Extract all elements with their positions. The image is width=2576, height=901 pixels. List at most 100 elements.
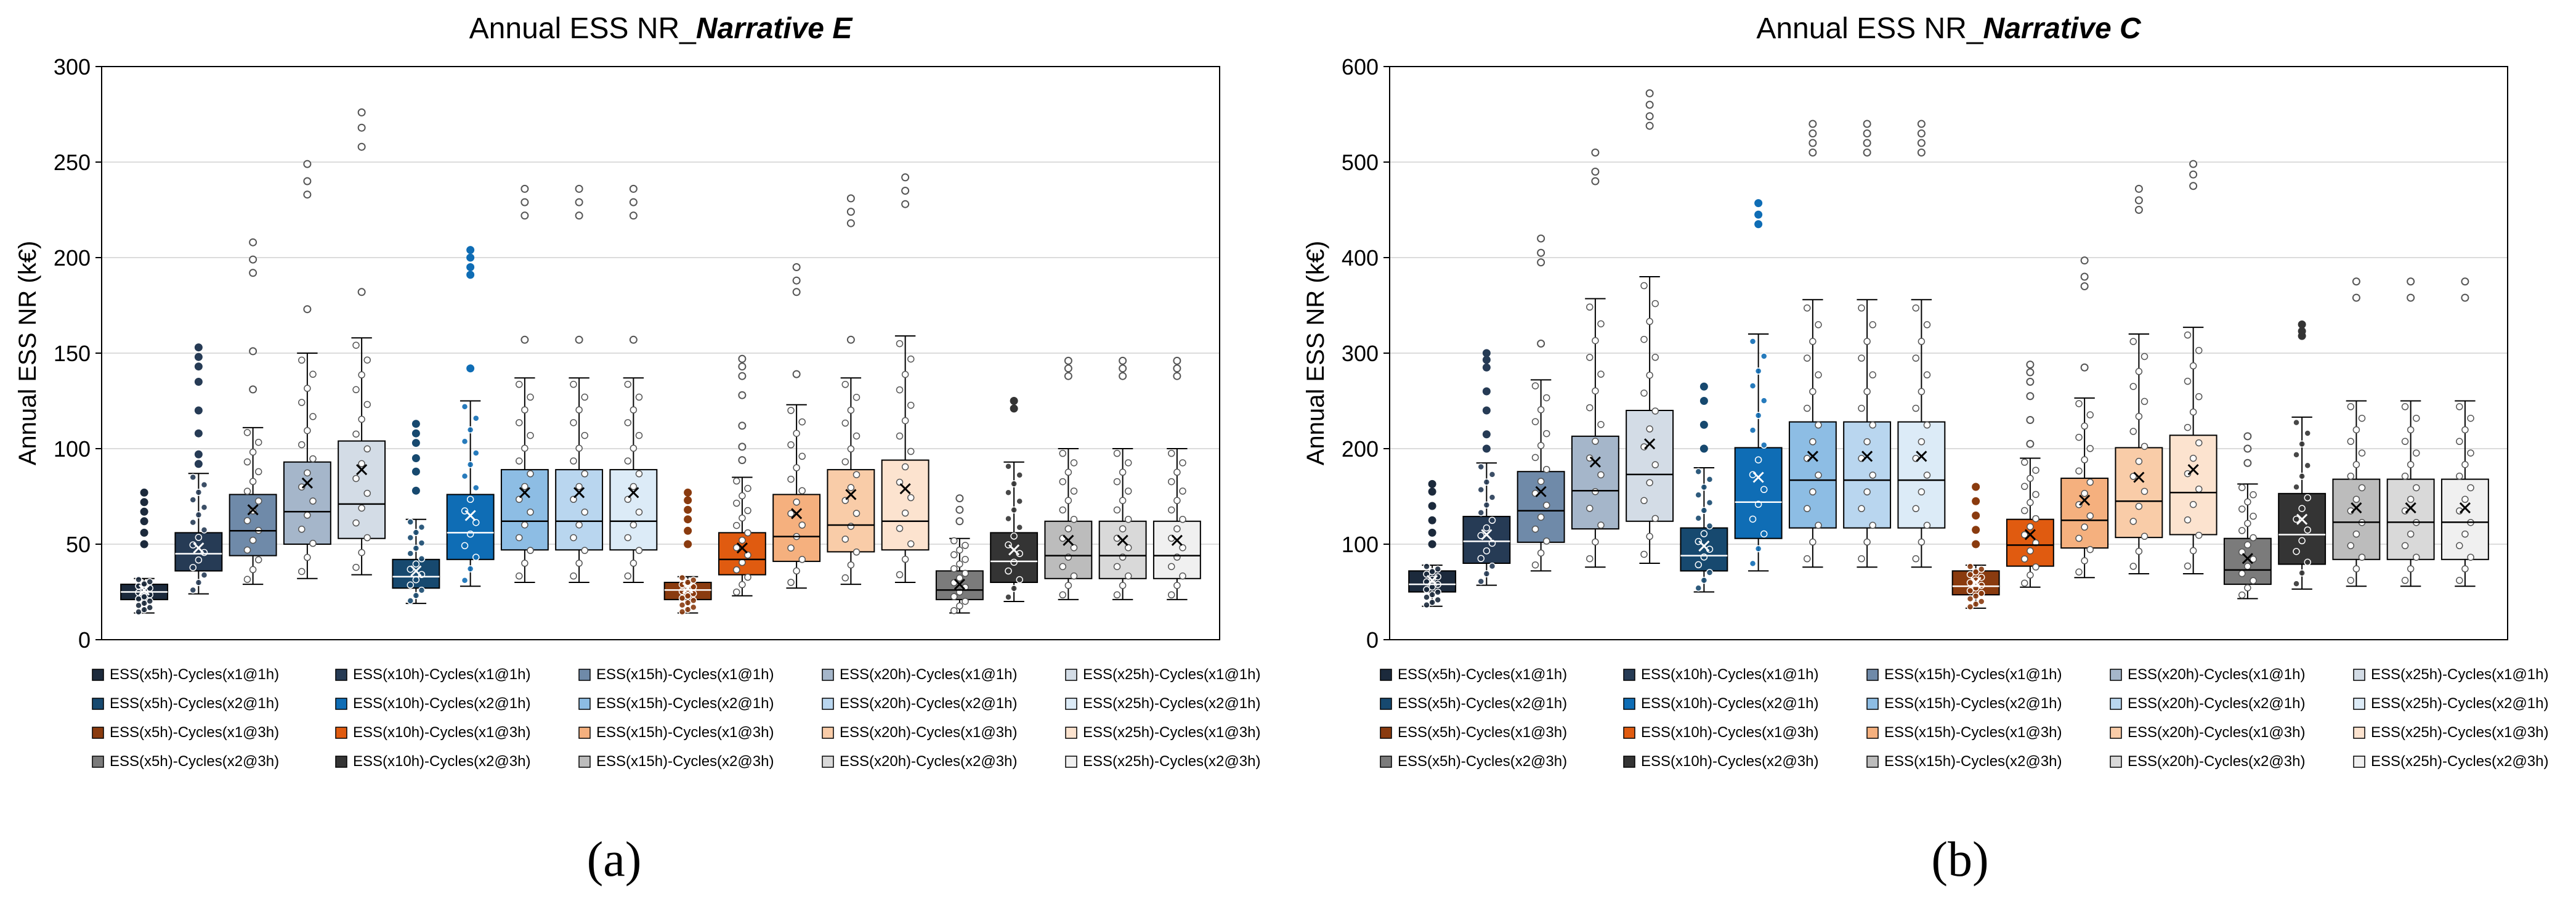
legend-swatch — [1065, 727, 1077, 739]
outlier-point — [411, 454, 420, 462]
data-point — [1059, 563, 1067, 571]
data-point — [1488, 562, 1496, 570]
data-point — [521, 406, 529, 414]
data-point — [2238, 505, 2246, 513]
data-point — [309, 497, 317, 505]
box-5 — [338, 108, 386, 576]
data-point — [1423, 585, 1430, 593]
data-point — [2189, 454, 2197, 462]
outlier-point — [2461, 293, 2469, 302]
data-point — [2081, 557, 2088, 565]
data-point — [2250, 555, 2257, 563]
box-body — [1788, 421, 1837, 529]
data-point — [1760, 353, 1768, 360]
data-point — [575, 521, 583, 529]
data-point — [1477, 509, 1485, 516]
data-point — [896, 386, 904, 394]
outlier-point — [2134, 196, 2143, 205]
outlier-point — [1917, 120, 1926, 128]
data-point — [733, 544, 740, 552]
data-point — [249, 536, 257, 544]
data-point — [624, 457, 632, 465]
legend-entry: ESS(x15h)-Cycles(x2@3h) — [578, 753, 774, 770]
outlier-point — [411, 467, 420, 476]
data-point — [1804, 505, 1811, 513]
outlier-point — [520, 211, 529, 220]
data-point — [630, 444, 638, 452]
legend-entry: ESS(x10h)-Cycles(x2@1h) — [1623, 695, 1818, 712]
data-point — [2412, 484, 2420, 492]
data-point — [1483, 501, 1491, 509]
box-body — [1462, 516, 1511, 564]
legend-swatch — [335, 669, 347, 681]
outlier-point — [2134, 184, 2143, 193]
chart-title-prefix: Annual ESS NR_ — [469, 12, 697, 45]
box-body — [2169, 434, 2218, 536]
data-point — [527, 470, 534, 478]
data-point — [1168, 563, 1175, 571]
outlier-point — [1428, 540, 1436, 548]
outlier-point — [792, 276, 801, 285]
data-point — [962, 597, 969, 605]
outlier-point — [1699, 382, 1708, 391]
outlier-point — [955, 494, 964, 503]
data-point — [1113, 449, 1121, 457]
data-point — [1966, 603, 1974, 611]
data-point — [1488, 494, 1496, 501]
data-point — [461, 438, 469, 446]
data-point — [853, 510, 861, 517]
data-point — [841, 574, 849, 582]
data-point — [2021, 507, 2028, 515]
outlier-point — [1591, 177, 1600, 186]
data-point — [2021, 483, 2028, 491]
data-point — [2021, 531, 2028, 539]
legend-entry: ESS(x20h)-Cycles(x1@3h) — [2110, 724, 2305, 741]
data-point — [2135, 502, 2143, 510]
data-point — [1059, 506, 1067, 514]
data-point — [189, 496, 197, 504]
data-point — [2129, 338, 2137, 345]
outlier-point — [575, 184, 583, 193]
outlier-point — [901, 187, 910, 195]
data-point — [1912, 404, 1920, 412]
data-point — [2129, 473, 2137, 480]
outlier-point — [2026, 368, 2035, 377]
data-point — [1858, 304, 1865, 312]
legend-entry: ESS(x20h)-Cycles(x1@3h) — [822, 724, 1017, 741]
outlier-point — [846, 194, 855, 203]
data-point — [624, 534, 632, 542]
data-point — [630, 521, 638, 529]
data-point — [2189, 362, 2197, 370]
legend-entry: ESS(x20h)-Cycles(x2@1h) — [822, 695, 1017, 712]
outlier-point — [629, 198, 638, 206]
box-19 — [2386, 277, 2435, 587]
data-point — [635, 470, 643, 478]
data-point — [1700, 530, 1708, 537]
data-point — [1651, 354, 1659, 361]
data-point — [1754, 367, 1762, 375]
data-point — [1070, 487, 1078, 495]
outlier-point — [249, 385, 257, 394]
data-point — [1113, 563, 1121, 571]
data-point — [1869, 421, 1876, 429]
data-point — [472, 519, 480, 526]
legend-swatch — [1380, 756, 1392, 768]
outlier-point — [2407, 277, 2415, 286]
data-point — [1760, 530, 1768, 538]
mean-marker — [845, 489, 857, 500]
box-18 — [1044, 356, 1093, 600]
data-point — [1477, 577, 1485, 585]
data-point — [901, 509, 909, 517]
outlier-point — [357, 123, 366, 132]
data-point — [1070, 516, 1078, 523]
box-body — [881, 459, 930, 551]
data-point — [1070, 544, 1078, 552]
data-point — [2184, 377, 2192, 385]
data-point — [744, 484, 751, 492]
box-10 — [1897, 120, 1946, 568]
data-point — [1869, 471, 1876, 479]
data-point — [1695, 515, 1703, 522]
legend-swatch — [822, 669, 834, 681]
legend-label: ESS(x10h)-Cycles(x2@1h) — [1641, 695, 1818, 712]
outlier-point — [738, 354, 747, 363]
